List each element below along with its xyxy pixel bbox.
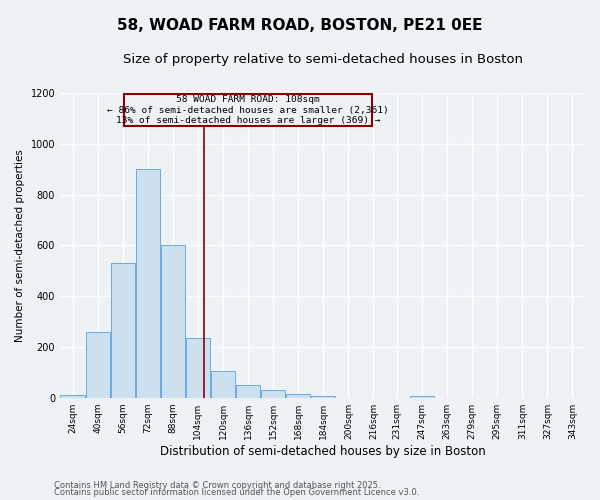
Bar (236, 385, 260, 398)
Bar (410, 396, 434, 398)
Bar (211, 371, 235, 398)
X-axis label: Distribution of semi-detached houses by size in Boston: Distribution of semi-detached houses by … (160, 444, 485, 458)
Text: Contains HM Land Registry data © Crown copyright and database right 2025.: Contains HM Land Registry data © Crown c… (54, 480, 380, 490)
Bar (161, 246, 185, 398)
Bar (110, 263, 135, 398)
Bar (311, 396, 335, 398)
Bar (286, 394, 310, 398)
Bar (186, 338, 210, 398)
FancyBboxPatch shape (124, 94, 372, 126)
Bar (61, 395, 85, 398)
Text: 58, WOAD FARM ROAD, BOSTON, PE21 0EE: 58, WOAD FARM ROAD, BOSTON, PE21 0EE (117, 18, 483, 32)
Y-axis label: Number of semi-detached properties: Number of semi-detached properties (15, 149, 25, 342)
Text: Contains public sector information licensed under the Open Government Licence v3: Contains public sector information licen… (54, 488, 419, 497)
Bar (261, 390, 286, 398)
Title: Size of property relative to semi-detached houses in Boston: Size of property relative to semi-detach… (122, 52, 523, 66)
Bar (86, 332, 110, 398)
Text: 58 WOAD FARM ROAD: 108sqm
← 86% of semi-detached houses are smaller (2,361)
13% : 58 WOAD FARM ROAD: 108sqm ← 86% of semi-… (107, 96, 389, 125)
Bar (136, 169, 160, 398)
